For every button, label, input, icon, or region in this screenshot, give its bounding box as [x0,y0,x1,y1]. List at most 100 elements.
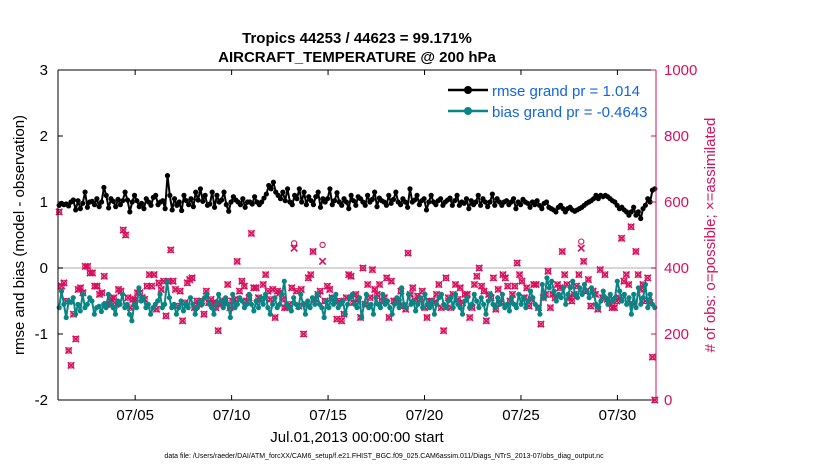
rmse-point [635,209,641,215]
plot-area [58,70,656,400]
bias-point [506,308,513,314]
bias-point [277,301,283,307]
possible-obs-marker [561,271,568,278]
rmse-point [280,189,286,195]
possible-obs-marker [618,235,625,242]
rmse-point [513,206,519,212]
bias-point [457,305,463,311]
possible-obs-marker [248,230,255,237]
bias-point [595,305,602,311]
rmse-point [308,198,314,204]
bias-point [281,278,287,284]
possible-obs-marker [452,281,459,288]
possible-obs-marker [271,314,279,321]
rmse-point [518,202,524,208]
possible-obs-marker [250,284,257,291]
rmse-point [75,198,81,204]
bias-point [363,291,369,297]
bias-point [361,301,367,307]
possible-obs-marker [376,281,383,288]
rmse-point [407,186,413,192]
rmse-point [80,200,86,206]
rmse-point [492,202,498,208]
right-y-tick-label: 0 [664,392,672,409]
bias-point [180,308,187,314]
rmse-point [164,173,171,179]
possible-obs-marker [89,269,96,277]
bias-point [617,288,623,294]
rmse-point [313,194,319,200]
bias-point [63,314,69,321]
possible-obs-marker [383,274,390,282]
bias-point [380,291,386,297]
rmse-point [414,192,420,198]
rmse-point [148,202,154,208]
bias-point [485,298,491,304]
bias-point [539,281,545,288]
rmse-point [84,204,91,210]
rmse-point [65,203,72,209]
rmse-point [461,200,467,206]
rmse-point [113,204,119,210]
possible-obs-marker [300,330,307,338]
bias-point [579,291,585,297]
right-y-tick-label: 800 [664,128,689,145]
bias-point [359,314,365,321]
rmse-point [120,198,126,204]
rmse-point [339,202,345,208]
possible-obs-marker [523,284,530,291]
bias-point [354,305,360,311]
rmse-point [141,206,147,212]
bias-point [295,305,301,311]
rmse-point [388,200,394,206]
possible-obs-marker [466,314,473,321]
rmse-point [642,202,649,208]
possible-obs-marker [290,240,298,247]
bias-point [251,308,257,314]
possible-obs-marker [547,304,554,311]
bias-point [450,305,456,311]
rmse-point [277,196,284,202]
possible-obs-marker [385,314,393,321]
bias-point [434,301,440,307]
bias-point [70,295,76,301]
rmse-point [131,192,138,198]
right-y-tick-label: 1000 [664,62,697,79]
bias-point [155,298,161,304]
possible-obs-marker [530,281,537,288]
bias-point [619,298,625,304]
bias-point [478,295,484,301]
bias-point [567,285,574,291]
bias-point [563,301,569,307]
left-y-tick-label: 1 [40,194,48,211]
rmse-point [452,198,458,204]
bias-point [187,295,194,301]
rmse-point [447,195,453,201]
bias-point [340,298,346,304]
bias-point [509,295,515,301]
bias-point [288,308,294,314]
bias-point [84,301,90,307]
rmse-point [127,209,133,215]
rmse-point [195,197,201,203]
bias-point [431,311,437,317]
possible-obs-marker [317,287,324,295]
possible-obs-marker [101,273,108,280]
left-y-tick-label: -1 [35,326,48,343]
possible-obs-marker [611,304,618,311]
possible-obs-marker [86,269,94,277]
rmse-point [487,199,493,205]
rmse-point [416,202,422,208]
rmse-point [106,205,112,211]
possible-obs-marker [150,271,158,278]
bias-point [140,295,147,301]
bias-point [523,305,529,311]
possible-obs-marker [632,248,639,255]
legend-box [443,75,651,125]
possible-obs-marker [516,271,523,278]
bias-point [591,291,597,297]
possible-obs-marker [338,317,345,324]
rmse-point [428,192,434,198]
bias-point [192,311,198,317]
bias-point [260,301,266,307]
